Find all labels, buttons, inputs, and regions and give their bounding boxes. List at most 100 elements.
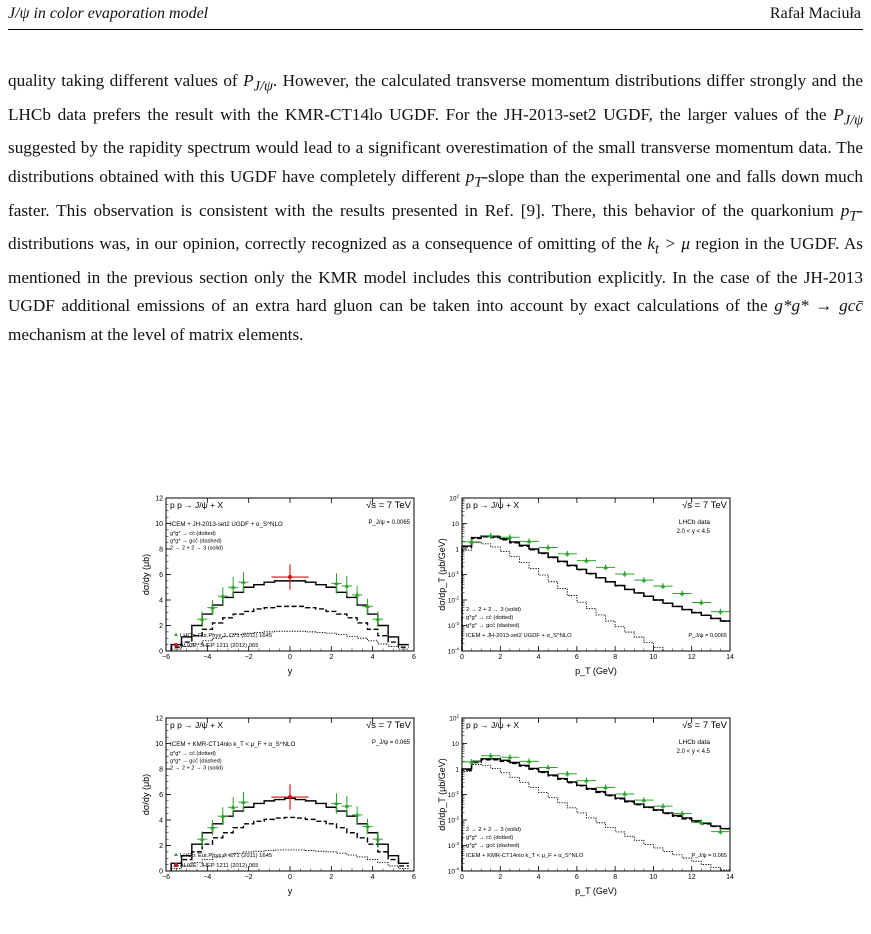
lhcb-point [519,538,539,545]
model-label: ICEM + KMR-CT14nlo k_T < μ_F + α_S^NLO [466,853,584,859]
lhcb-point [341,795,352,817]
y-tick-label: 10-2 [448,596,460,605]
lhcb-legend-marker [174,852,178,856]
alice-marker [288,795,292,800]
legend-entry: g*g* → gcc̄ (dashed) [170,758,222,764]
lhcb-marker [603,784,608,789]
lhcb-point [207,600,218,616]
y-tick-label: 10-3 [448,841,460,850]
y-axis-label: dσ/dp_T (μb/GeV) [437,538,447,611]
lhcb-point [372,831,383,847]
lhcb-point [557,550,577,557]
lhcb-marker [622,791,628,796]
legend-entry: g*g* → gcc̄ (dashed) [170,538,222,544]
x-tick-label: 14 [726,874,734,881]
model-label: ICEM + JH-2013-set2 UGDF + α_S^NLO [170,521,283,528]
lhcb-point [500,754,520,761]
lhcb-point [710,828,730,835]
lhcb-legend: LHCb: Eur.Phys.J. C71 (2011) 1645 [180,633,272,639]
lhcb-point [634,797,654,804]
series-dashed [461,536,730,651]
lhcb-point [362,818,373,835]
y-tick-label: 10-2 [448,816,460,825]
lhcb-marker [365,603,370,608]
lhcb-marker [241,799,246,804]
data-label: LHCb data [679,739,710,746]
model-label: ICEM + KMR-CT14nlo k_T < μ_F + α_S^NLO [170,741,295,748]
lhcb-point [538,764,558,771]
y-axis-label: dσ/dy (μb) [141,774,151,815]
x-tick-label: 14 [726,654,734,661]
x-axis-label: y [288,886,293,896]
x-tick-label: 4 [537,654,541,661]
x-tick-label: 12 [688,874,696,881]
y-tick-label: 8 [159,767,163,774]
plot-pt-kmr: 0 2 4 6 8 10 12 14 10-4 10-3 10-2 10-1 1 10 102 p_T (Ge… [437,714,734,896]
x-tick-label: 10 [650,874,658,881]
lhcb-marker [679,590,685,596]
lhcb-marker [622,571,628,576]
x-tick-label: 6 [412,654,416,661]
lhcb-marker [603,564,608,569]
lhcb-point [352,585,363,604]
lhcb-marker [698,599,704,605]
lhcb-marker [507,534,513,539]
plot-rapidity-kmr: −6 −4 −2 0 2 4 6 0 2 4 6 8 10 12 y dσ/dy (μb) p p → J/ψ … [141,716,416,897]
x-tick-label: 2 [329,874,333,881]
lhcb-point [217,807,228,826]
x-tick-label: 4 [371,874,375,881]
legend-entry: 2 → 2 + 2 → 3 (solid) [466,827,521,833]
y-tick-label: 0 [159,649,163,656]
lhcb-marker [679,810,685,816]
lhcb-point [596,564,616,571]
y-tick-label: 6 [159,572,163,579]
legend-entry: 2 → 2 + 2 → 3 (solid) [170,766,223,772]
lhcb-marker [365,823,370,828]
lhcb-point [217,587,228,606]
x-tick-label: 2 [498,654,502,661]
lhcb-marker [344,803,350,808]
legend-entry: 2 → 2 + 2 → 3 (solid) [466,607,521,613]
plot-rapidity-jh2013: −6 −4 −2 0 2 4 6 0 2 4 6 8 10 12 y dσ/dy (μb) p p → J/ψ … [141,496,416,677]
lhcb-marker [526,758,532,763]
lhcb-point [653,803,673,810]
running-header-author: Rafał Maciuła [769,5,861,22]
lhcb-marker [660,803,666,808]
x-axis-label: y [288,666,293,676]
x-tick-label: 2 [329,654,333,661]
x-tick-label: −4 [203,874,211,881]
param-label: P_J/ψ = 0.065 [691,853,727,859]
y-tick-label: 8 [159,547,163,554]
lhcb-marker [545,764,551,770]
y-tick-label: 2 [159,623,163,630]
lhcb-point [519,758,539,765]
lhcb-marker [584,778,589,783]
y-tick-label: 10 [452,741,460,748]
legend-entry: g*g* → gcc̄ (dashed) [466,843,520,849]
legend-entry: g*g* → cc̄ (dotted) [170,751,216,757]
param-label: P_J/ψ = 0.0065 [369,520,411,526]
y-tick-label: 4 [159,818,163,825]
lhcb-legend-marker [174,632,178,636]
legend-entry: g*g* → gcc̄ (dashed) [466,623,520,629]
y-tick-label: 10-3 [448,621,460,630]
lhcb-marker [334,580,339,586]
energy-label: √s = 7 TeV [366,720,412,731]
lhcb-marker [564,551,570,556]
lhcb-point [500,534,520,541]
x-tick-label: 4 [371,654,375,661]
data-label: LHCb data [679,519,710,526]
lhcb-point [634,577,654,584]
lhcb-point [228,797,239,818]
alice-point [271,784,309,810]
lhcb-point [481,752,501,759]
x-tick-label: 0 [460,654,464,661]
lhcb-legend: LHCb: Eur.Phys.J. C71 (2011) 1645 [180,853,272,859]
process-label: p p → J/ψ + X [466,720,519,730]
y-tick-label: 4 [159,598,163,605]
lhcb-marker [220,813,226,818]
lhcb-marker [375,616,381,621]
y-tick-label: 102 [449,494,459,503]
series-dashed [170,816,409,871]
range-label: 2.0 < y < 4.5 [677,529,711,535]
